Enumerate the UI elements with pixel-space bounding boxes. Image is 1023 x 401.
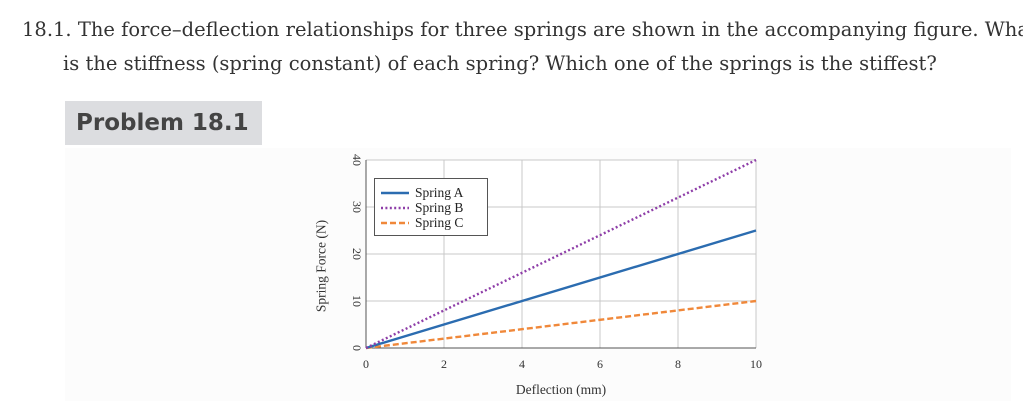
series-line-spring-c (365, 299, 757, 350)
legend-label-spring-c: Spring C (415, 215, 464, 230)
chart-labels: 0 2 4 6 8 10 0 10 20 30 40 Deflection (mm) Spring Fo… (314, 154, 763, 397)
y-axis-title: Spring Force (N) (314, 220, 329, 312)
chart-series (365, 158, 757, 350)
x-tick-label-3: 6 (597, 357, 603, 371)
chart-legend: Spring A Spring B Spring C (374, 178, 488, 236)
problem-statement: 18.1. The force–deflection relationships… (22, 13, 1023, 81)
y-tick-label-0: 0 (350, 345, 364, 351)
x-tick-label-5: 10 (750, 357, 762, 371)
legend-label-spring-a: Spring A (415, 185, 464, 200)
legend-item-spring-b: Spring B (375, 200, 487, 215)
problem-heading: Problem 18.1 (65, 101, 262, 145)
legend-swatch-spring-a (381, 191, 409, 195)
x-tick-label-0: 0 (363, 357, 369, 371)
series-line-spring-a (365, 229, 757, 350)
chart-axes (365, 160, 756, 349)
legend-label-spring-b: Spring B (415, 200, 464, 215)
series-line-spring-b (365, 158, 757, 350)
x-tick-label-2: 4 (519, 357, 525, 371)
y-tick-label-2: 20 (350, 248, 364, 260)
legend-item-spring-a: Spring A (375, 185, 487, 200)
y-tick-label-1: 10 (350, 295, 364, 307)
x-axis-title: Deflection (mm) (516, 382, 606, 397)
x-tick-label-4: 8 (675, 357, 681, 371)
y-tick-label-4: 40 (350, 154, 364, 166)
legend-item-spring-c: Spring C (375, 215, 487, 230)
legend-swatch-spring-c (381, 221, 409, 225)
x-tick-label-1: 2 (441, 357, 447, 371)
problem-statement-line-1: 18.1. The force–deflection relationships… (22, 18, 1023, 41)
y-tick-label-3: 30 (350, 201, 364, 213)
problem-statement-line-2: is the stiffness (spring constant) of ea… (63, 52, 937, 75)
legend-swatch-spring-b (381, 206, 409, 210)
